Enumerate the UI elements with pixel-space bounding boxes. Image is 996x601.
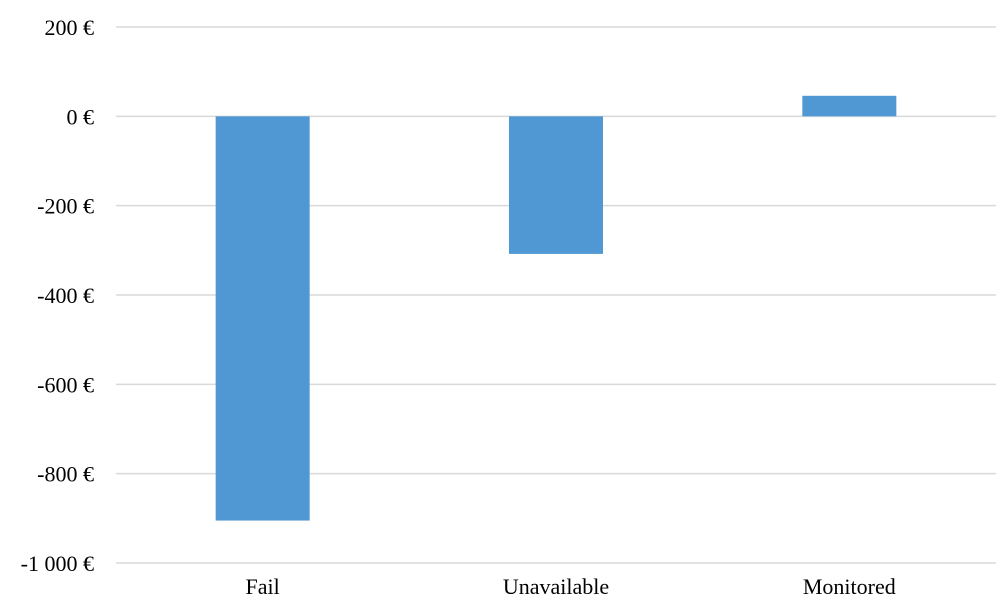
y-tick-label: -600 € (37, 372, 94, 397)
y-tick-label: -1 000 € (21, 551, 94, 576)
bars (215, 95, 897, 521)
y-tick-label: -400 € (37, 283, 94, 308)
bar-unavailable (509, 116, 603, 254)
y-tick-label: -800 € (37, 462, 94, 487)
y-tick-label: -200 € (37, 194, 94, 219)
bar-fail (215, 116, 310, 521)
bar-monitored (802, 95, 897, 117)
y-tick-label: 0 € (67, 104, 95, 129)
y-tick-label: 200 € (45, 15, 95, 40)
x-category-label: Monitored (803, 574, 896, 599)
y-axis-ticks: 200 € 0 € -200 € -400 € -600 € -800 € -1 000 € (21, 15, 94, 576)
x-axis-categories: Fail Unavailable Monitored (246, 574, 896, 599)
x-category-label: Unavailable (503, 574, 609, 599)
x-category-label: Fail (246, 574, 280, 599)
